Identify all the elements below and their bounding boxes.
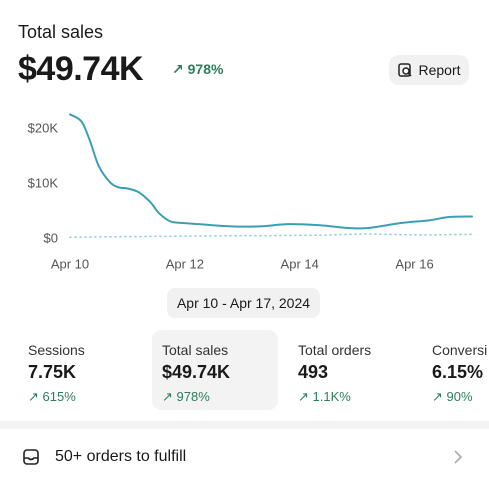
report-label: Report bbox=[418, 62, 461, 78]
change-text: 978% bbox=[187, 61, 224, 77]
x-tick-label: Apr 10 bbox=[51, 256, 89, 271]
metric-card[interactable]: Sessions 7.75K ↗ 615% bbox=[18, 330, 144, 410]
metric-label: Conversi bbox=[432, 342, 488, 358]
y-tick-label: $0 bbox=[44, 230, 58, 245]
metric-card[interactable]: Total sales $49.74K ↗ 978% bbox=[152, 330, 278, 410]
line-series bbox=[69, 233, 473, 239]
chevron bbox=[454, 450, 463, 464]
report-button[interactable]: Report bbox=[389, 55, 469, 85]
x-tick-label: Apr 16 bbox=[395, 256, 433, 271]
metric-label: Sessions bbox=[28, 342, 85, 358]
fulfill-row[interactable]: 50+ orders to fulfill bbox=[0, 437, 489, 477]
y-tick-label: $20K bbox=[28, 121, 59, 136]
metric-label: Total sales bbox=[162, 342, 229, 358]
metric-value: 493 bbox=[298, 362, 329, 382]
chart: $0 $10K $20K Apr 10 Apr 12 Apr 14 Apr 16 bbox=[28, 113, 473, 271]
x-tick-label: Apr 14 bbox=[281, 256, 319, 271]
change-text: 615% bbox=[42, 389, 76, 404]
date-range[interactable]: Apr 10 - Apr 17, 2024 bbox=[167, 288, 320, 318]
card-title: Total sales bbox=[18, 22, 104, 42]
metric-value: $49.74K bbox=[162, 362, 231, 382]
change-text: 1.1K% bbox=[312, 389, 351, 404]
metric-card[interactable]: Total orders 493 ↗ 1.1K% bbox=[288, 330, 414, 410]
report-icon bbox=[398, 63, 413, 77]
divider bbox=[0, 421, 489, 429]
inbox-icon bbox=[23, 449, 39, 465]
metric-value: 7.75K bbox=[28, 362, 77, 382]
metric-value: 6.15% bbox=[432, 362, 484, 382]
metric-change: ↗ 978% bbox=[162, 389, 210, 404]
x-tick-label: Apr 12 bbox=[166, 256, 204, 271]
fulfill-text: 50+ orders to fulfill bbox=[55, 448, 187, 465]
line-series bbox=[69, 113, 473, 230]
metric-change: ↗ 90% bbox=[432, 389, 473, 404]
total-change: ↗ 978% bbox=[172, 61, 224, 77]
metric-change: ↗ 1.1K% bbox=[298, 389, 351, 404]
total-value: $49.74K bbox=[18, 50, 144, 88]
change-text: 978% bbox=[176, 389, 210, 404]
metric-card[interactable]: Conversi 6.15% ↗ 90% bbox=[422, 330, 489, 410]
metric-label: Total orders bbox=[298, 342, 372, 358]
metric-change: ↗ 615% bbox=[28, 389, 76, 404]
y-tick-label: $10K bbox=[28, 176, 59, 191]
change-text: 90% bbox=[446, 389, 473, 404]
